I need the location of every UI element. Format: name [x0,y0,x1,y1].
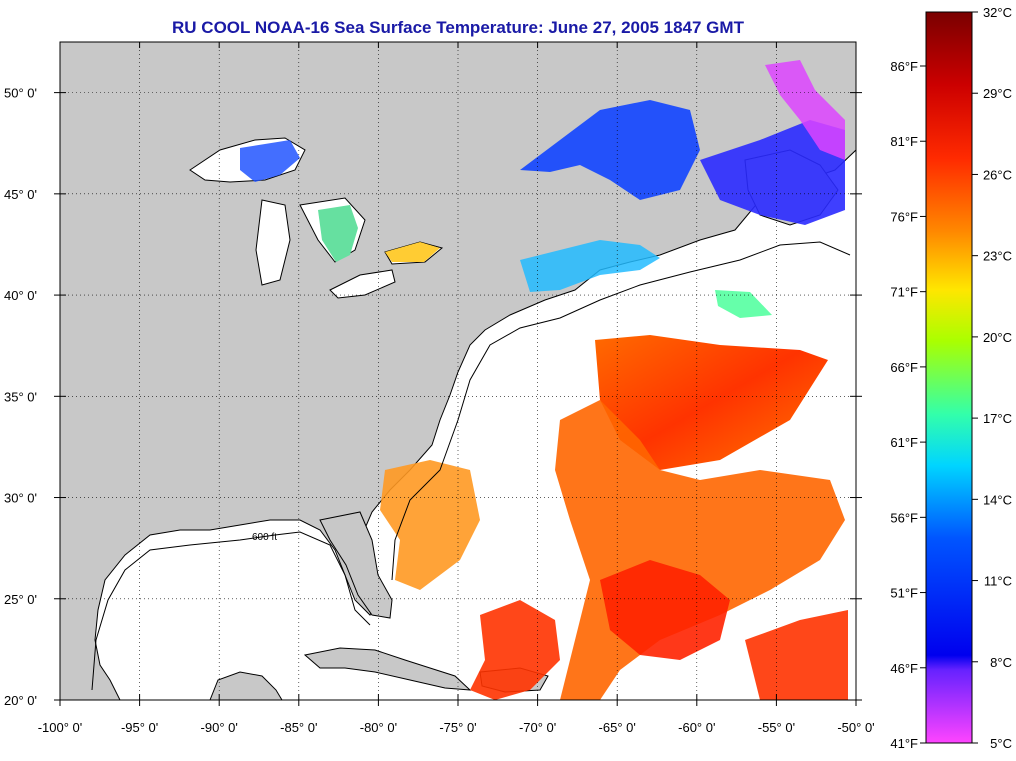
latitude-tick-label: 30° 0' [4,491,37,506]
graticule [60,42,856,700]
sst-gulf-st-lawrence [520,100,700,200]
latitude-tick-label: 25° 0' [4,592,37,607]
colorbar-fahrenheit-label: 51°F [890,586,918,601]
latitude-tick-label: 20° 0' [4,693,37,708]
longitude-tick-label: -95° 0' [121,720,158,735]
colorbar-fahrenheit-label: 81°F [890,134,918,149]
lake-michigan [255,199,291,286]
colorbar-fahrenheit-label: 41°F [890,736,918,751]
latitude-tick-label: 35° 0' [4,389,37,404]
sst-lake-michigan [318,205,358,262]
colorbar-fahrenheit-label: 66°F [890,360,918,375]
longitude-axis: -100° 0' -95° 0' -90° 0' -85° 0' -80° 0' -75°… [38,42,875,735]
colorbar-fahrenheit-label: 76°F [890,209,918,224]
colorbar-celsius-label: 26°C [983,167,1012,182]
sst-lake-erie [385,242,440,262]
longitude-tick-label: -70° 0' [519,720,556,735]
sst-labrador [700,120,845,225]
colorbar-celsius-label: 11°C [984,574,1012,589]
colorbar-fahrenheit-label: 71°F [890,285,918,300]
sst-carolina-shelf [380,460,480,590]
longitude-tick-label: -100° 0' [38,720,83,735]
sst-south-atlantic [600,560,730,660]
latitude-tick-label: 50° 0' [4,86,37,101]
land-florida [319,511,393,619]
colorbar-labels: 32°C 29°C 26°C 23°C 20°C 17°C 14°C 11°C 8°C 5°C 86… [890,5,1012,751]
colorbar-celsius-label: 32°C [983,5,1012,20]
colorbar-celsius-label: 17°C [983,411,1012,426]
sst-east-patch [745,610,848,700]
longitude-tick-label: -90° 0' [201,720,238,735]
latitude-axis: 20° 0' 25° 0' 30° 0' 35° 0' 40° 0' 45° 0' 50° … [4,86,862,708]
longitude-tick-label: -65° 0' [599,720,636,735]
isobath-600ft-atlantic [391,241,851,581]
colorbar [925,11,973,744]
map-title: RU COOL NOAA-16 Sea Surface Temperature:… [172,18,744,37]
longitude-tick-label: -80° 0' [360,720,397,735]
colorbar-celsius-label: 8°C [990,655,1012,670]
colorbar-fahrenheit-label: 86°F [890,59,918,74]
isobath-600ft [91,531,371,691]
land-yucatan [209,671,283,700]
lake-erie [329,269,396,299]
colorbar-fahrenheit-label: 61°F [890,435,918,450]
latitude-tick-label: 40° 0' [4,288,37,303]
colorbar-celsius-label: 14°C [983,492,1012,507]
colorbar-celsius-label: 23°C [983,249,1012,264]
colorbar-celsius-label: 5°C [990,736,1012,751]
isobath-label: 600 ft [252,532,277,543]
colorbar-fahrenheit-label: 46°F [890,661,918,676]
colorbar-celsius-label: 29°C [983,86,1012,101]
colorbar-celsius-label: 20°C [983,330,1012,345]
longitude-tick-label: -50° 0' [837,720,874,735]
longitude-tick-label: -55° 0' [758,720,795,735]
longitude-tick-label: -75° 0' [439,720,476,735]
sst-lake-superior [240,140,300,182]
latitude-tick-label: 45° 0' [4,187,37,202]
colorbar-fahrenheit-label: 56°F [890,510,918,525]
sst-gulf-stream-north [595,335,828,470]
sst-gulf-of-maine [520,240,660,292]
sst-labrador-magenta [765,60,845,160]
longitude-tick-label: -85° 0' [280,720,317,735]
longitude-tick-label: -60° 0' [678,720,715,735]
sst-georges-bank [715,290,772,318]
